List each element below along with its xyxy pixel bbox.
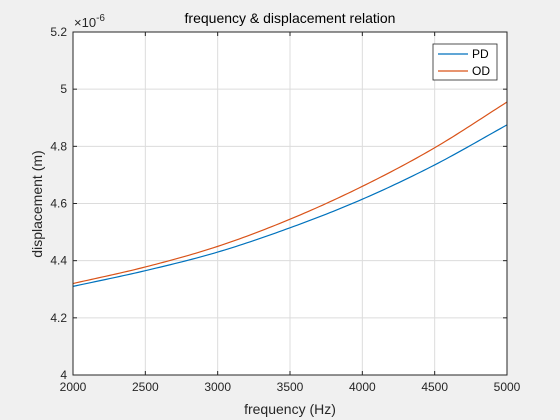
legend: PD OD — [432, 43, 498, 81]
legend-label-od: OD — [472, 64, 490, 78]
y-exponent-power: -6 — [96, 13, 105, 24]
y-tick-label: 4 — [60, 368, 67, 382]
y-tick-label: 5.2 — [50, 25, 67, 39]
x-tick-label: 2000 — [60, 380, 87, 394]
y-axis-label: displacement (m) — [29, 150, 45, 257]
y-tick-label: 5 — [60, 82, 67, 96]
x-axis-label: frequency (Hz) — [244, 401, 336, 417]
x-tick-label: 3000 — [204, 380, 231, 394]
tick-labels: 2000 2500 3000 3500 4000 4500 5000 4 4.2 4.4 4.6 4.… — [50, 25, 520, 394]
series-line-pd — [72, 124, 508, 287]
y-exponent-base: ×10 — [74, 15, 96, 30]
y-tick-label: 4.4 — [50, 254, 67, 268]
legend-box — [432, 43, 498, 81]
x-tick-label: 2500 — [132, 380, 159, 394]
series-line-od — [72, 101, 508, 285]
y-tick-label: 4.8 — [50, 139, 67, 153]
legend-label-pd: PD — [472, 47, 489, 61]
y-tick-label: 4.2 — [50, 311, 67, 325]
x-tick-label: 5000 — [494, 380, 521, 394]
series-layer — [72, 101, 508, 287]
x-tick-label: 3500 — [277, 380, 304, 394]
ticks — [72, 31, 508, 376]
x-tick-label: 4000 — [349, 380, 376, 394]
chart-title: frequency & displacement relation — [185, 10, 396, 26]
y-exponent-label: ×10-6 — [74, 13, 105, 30]
y-tick-label: 4.6 — [50, 197, 67, 211]
x-tick-label: 4500 — [421, 380, 448, 394]
